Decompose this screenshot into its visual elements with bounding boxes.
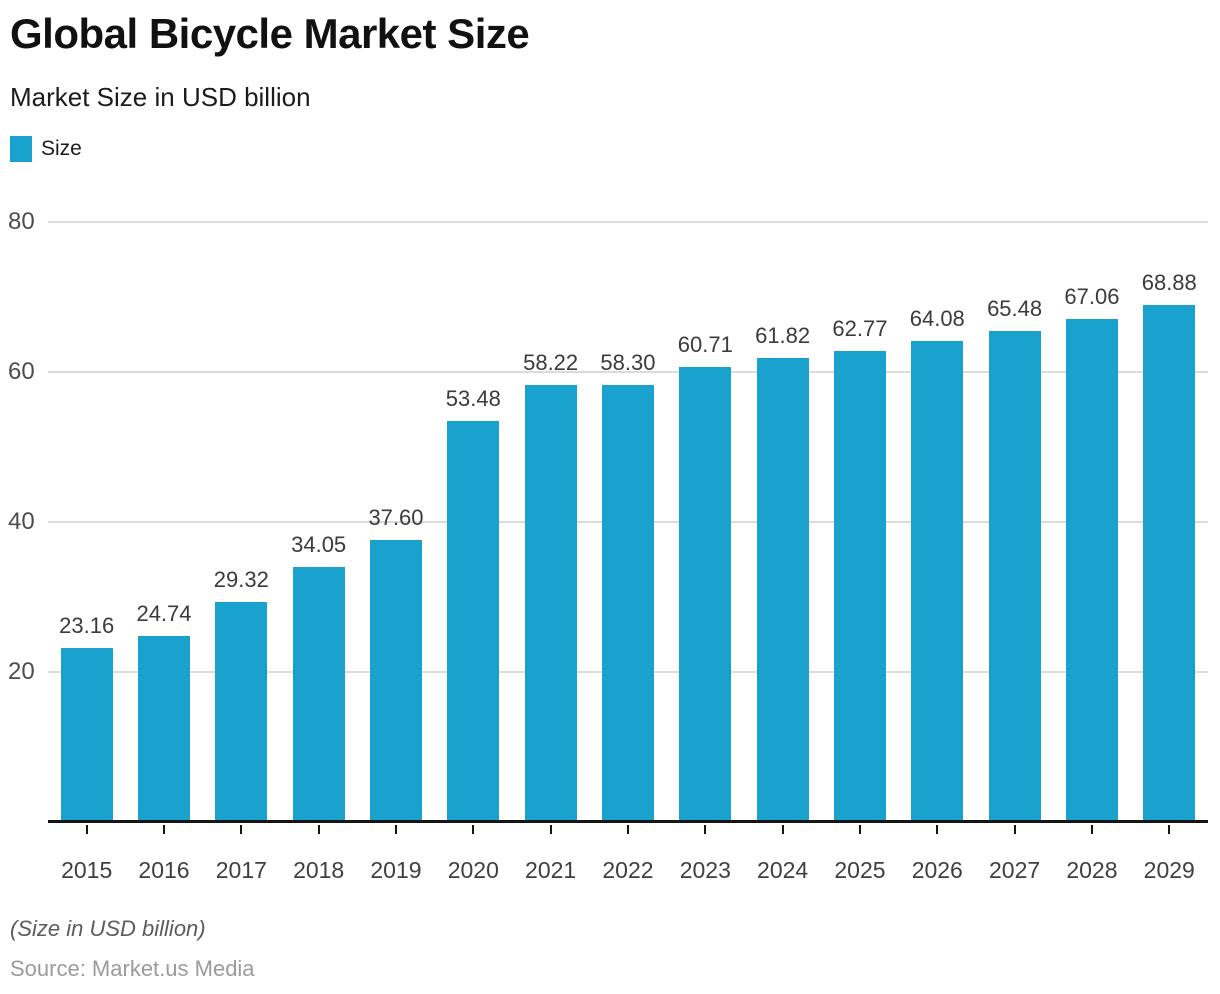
y-axis-tick-label: 20 bbox=[8, 658, 35, 685]
bar-column-2017: 29.32 2017 bbox=[203, 222, 280, 883]
bar-value-label: 24.74 bbox=[136, 601, 192, 627]
bar-value-label: 67.06 bbox=[1064, 284, 1120, 310]
bars-area: 23.16 2015 24.74 2016 29.32 2017 34.05 2018 37.6… bbox=[48, 222, 1208, 883]
x-axis-category-label: 2027 bbox=[989, 857, 1041, 883]
bar-column-2025: 62.77 2025 bbox=[821, 222, 898, 883]
bar-2028[interactable] bbox=[1065, 319, 1118, 822]
chart-subtitle: Market Size in USD billion bbox=[10, 82, 311, 112]
bar-column-2020: 53.48 2020 bbox=[435, 222, 512, 883]
bar-column-2022: 58.30 2022 bbox=[589, 222, 666, 883]
y-axis-tick-label: 40 bbox=[8, 508, 35, 535]
bar-2026[interactable] bbox=[911, 341, 964, 822]
x-axis-tick bbox=[1013, 825, 1016, 834]
x-axis-tick bbox=[858, 825, 861, 834]
bar-column-2028: 67.06 2028 bbox=[1053, 222, 1130, 883]
bar-2024[interactable] bbox=[756, 358, 809, 822]
bar-2022[interactable] bbox=[601, 384, 654, 822]
x-axis-tick bbox=[626, 825, 629, 834]
bar-value-label: 29.32 bbox=[213, 567, 269, 593]
bar-column-2024: 61.82 2024 bbox=[744, 222, 821, 883]
bar-column-2021: 58.22 2021 bbox=[512, 222, 589, 883]
bar-value-label: 68.88 bbox=[1141, 270, 1197, 296]
x-axis-tick bbox=[1168, 825, 1171, 834]
x-axis-tick bbox=[240, 825, 243, 834]
x-axis-line bbox=[48, 820, 1208, 823]
x-axis-category-label: 2020 bbox=[447, 857, 499, 883]
x-axis-category-label: 2022 bbox=[602, 857, 654, 883]
footer-note: (Size in USD billion) bbox=[10, 916, 206, 941]
x-axis-tick bbox=[394, 825, 397, 834]
bar-value-label: 23.16 bbox=[59, 613, 115, 639]
bar-2027[interactable] bbox=[988, 330, 1041, 822]
chart-title: Global Bicycle Market Size bbox=[10, 10, 530, 57]
bar-column-2016: 24.74 2016 bbox=[125, 222, 202, 883]
bar-value-label: 37.60 bbox=[368, 505, 424, 530]
x-axis-category-label: 2025 bbox=[834, 857, 886, 883]
bar-value-label: 61.82 bbox=[755, 323, 811, 349]
bar-2018[interactable] bbox=[292, 566, 345, 822]
x-axis-tick bbox=[162, 825, 165, 834]
x-axis-tick bbox=[704, 825, 707, 834]
bar-value-label: 64.08 bbox=[909, 306, 965, 332]
legend-label[interactable]: Size bbox=[41, 137, 82, 160]
x-axis-category-label: 2026 bbox=[911, 857, 963, 883]
x-axis-tick bbox=[317, 825, 320, 834]
y-axis-tick-label: 80 bbox=[8, 208, 35, 235]
bar-value-label: 58.22 bbox=[523, 350, 579, 376]
y-axis-tick-label: 60 bbox=[8, 358, 35, 385]
bar-2021[interactable] bbox=[524, 385, 577, 822]
x-axis-tick bbox=[781, 825, 784, 834]
x-axis-category-label: 2021 bbox=[525, 857, 577, 883]
legend: Size bbox=[10, 136, 82, 162]
x-axis-tick bbox=[472, 825, 475, 834]
legend-swatch-icon[interactable] bbox=[10, 136, 32, 162]
x-axis-category-label: 2024 bbox=[757, 857, 809, 883]
bar-value-label: 65.48 bbox=[987, 295, 1043, 321]
x-axis-category-label: 2017 bbox=[215, 857, 267, 883]
gridline-y80 bbox=[48, 221, 1208, 223]
x-axis-category-label: 2028 bbox=[1066, 857, 1118, 883]
bar-2016[interactable] bbox=[137, 636, 190, 822]
x-axis-category-label: 2016 bbox=[138, 857, 190, 883]
bar-2017[interactable] bbox=[215, 602, 268, 822]
x-axis-tick bbox=[936, 825, 939, 834]
bar-value-label: 53.48 bbox=[445, 385, 501, 411]
x-axis-tick bbox=[549, 825, 552, 834]
x-axis-category-label: 2029 bbox=[1143, 857, 1195, 883]
x-axis-tick bbox=[1090, 825, 1093, 834]
x-axis-tick bbox=[85, 825, 88, 834]
bar-column-2026: 64.08 2026 bbox=[899, 222, 976, 883]
bar-value-label: 62.77 bbox=[832, 316, 888, 342]
footer-source: Source: Market.us Media bbox=[10, 956, 255, 981]
gridline-y60 bbox=[48, 371, 1208, 373]
bar-column-2027: 65.48 2027 bbox=[976, 222, 1053, 883]
bar-2019[interactable] bbox=[369, 540, 422, 822]
bar-2023[interactable] bbox=[679, 366, 732, 822]
x-axis-category-label: 2019 bbox=[370, 857, 422, 883]
bar-column-2019: 37.60 2019 bbox=[357, 222, 434, 883]
x-axis-category-label: 2018 bbox=[293, 857, 345, 883]
bar-column-2029: 68.88 2029 bbox=[1131, 222, 1208, 883]
bar-value-label: 58.30 bbox=[600, 349, 656, 375]
bar-2020[interactable] bbox=[447, 420, 500, 822]
bar-value-label: 34.05 bbox=[291, 531, 347, 557]
bar-2029[interactable] bbox=[1143, 305, 1196, 822]
bar-value-label: 60.71 bbox=[677, 331, 733, 357]
bar-2015[interactable] bbox=[60, 648, 113, 822]
x-axis-category-label: 2015 bbox=[61, 857, 113, 883]
bar-column-2018: 34.05 2018 bbox=[280, 222, 357, 883]
bar-column-2023: 60.71 2023 bbox=[667, 222, 744, 883]
bar-2025[interactable] bbox=[833, 351, 886, 822]
bar-column-2015: 23.16 2015 bbox=[48, 222, 125, 883]
x-axis-category-label: 2023 bbox=[679, 857, 731, 883]
